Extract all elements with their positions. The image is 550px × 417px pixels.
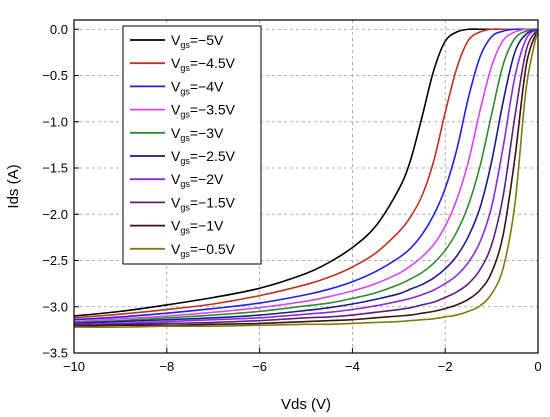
series-line (73, 28, 539, 325)
legend-label: Vgs=−2.5V (171, 148, 236, 166)
plot-frame (73, 19, 539, 354)
series-line (73, 28, 539, 327)
legend-label: Vgs=−3.5V (171, 102, 236, 120)
axis-ticks: −10 −8 −6 −4 −2 0 0.0 −0.5 −1.0 −1.5 −2.0 −2.5 −3.0 −… (42, 22, 541, 374)
legend-label: Vgs=−4V (171, 78, 224, 96)
series-line (73, 28, 539, 327)
y-axis-title: Ids (A) (5, 164, 22, 208)
series-line (73, 28, 539, 324)
x-tick-label: −6 (252, 359, 267, 374)
y-tick-label: −0.5 (42, 68, 68, 83)
series-line (73, 29, 539, 328)
x-tick-label: −4 (345, 359, 360, 374)
y-tick-label: −2.0 (42, 207, 68, 222)
y-tick-label: 0.0 (50, 22, 68, 37)
x-axis-title: Vds (V) (281, 396, 331, 413)
y-tick-label: −3.0 (42, 299, 68, 314)
y-tick-label: −1.0 (42, 114, 68, 129)
series-line (73, 28, 539, 326)
legend-label: Vgs=−3V (171, 125, 224, 143)
x-tick-label: −10 (63, 359, 85, 374)
series-line (73, 28, 539, 323)
y-tick-label: −2.5 (42, 253, 68, 268)
x-tick-label: 0 (534, 359, 541, 374)
x-tick-label: −2 (438, 359, 453, 374)
y-tick-label: −3.5 (42, 346, 68, 361)
series-line (73, 28, 538, 319)
legend: Vgs=−5V Vgs=−4.5V Vgs=−4V Vgs=−3.5V Vgs=−3V V… (122, 25, 262, 265)
legend-label: Vgs=−1.5V (171, 194, 236, 212)
y-tick-label: −1.5 (42, 161, 68, 176)
legend-label: Vgs=−5V (171, 32, 224, 50)
x-tick-label: −8 (159, 359, 174, 374)
legend-label: Vgs=−4.5V (171, 55, 236, 73)
legend-label: Vgs=−0.5V (171, 241, 236, 259)
series-line (73, 28, 538, 321)
series-lines (73, 28, 539, 328)
legend-label: Vgs=−1V (171, 218, 224, 236)
legend-box (122, 25, 262, 265)
legend-label: Vgs=−2V (171, 171, 224, 189)
